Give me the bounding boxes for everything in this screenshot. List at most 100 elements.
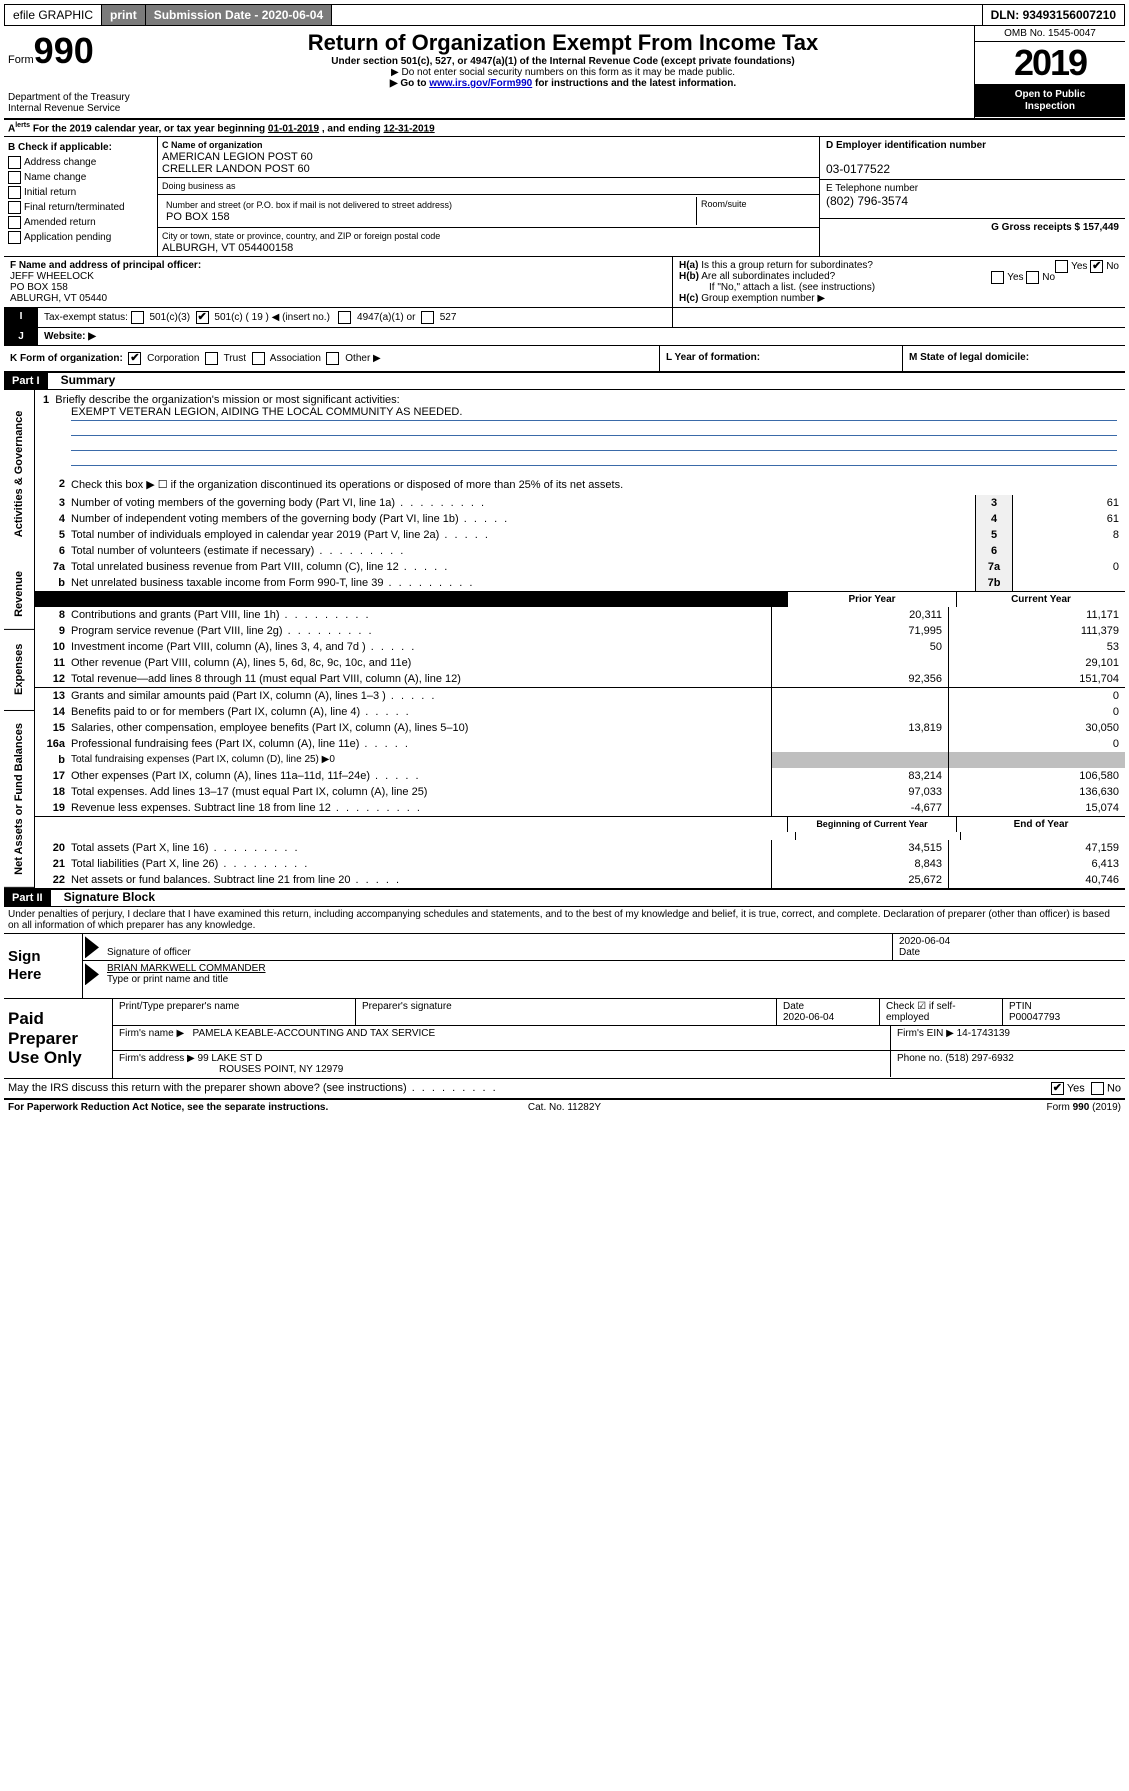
l9-prior: 71,995	[771, 623, 948, 639]
chk-initial-return[interactable]	[8, 186, 21, 199]
form-subtitle-2: ▶ Do not enter social security numbers o…	[160, 67, 966, 78]
col-b-checkboxes: B Check if applicable: Address change Na…	[4, 137, 158, 256]
hb-yes[interactable]	[991, 271, 1004, 284]
org-city: ALBURGH, VT 054400158	[162, 242, 293, 254]
firm-addr2: ROUSES POINT, NY 12979	[119, 1064, 343, 1075]
vlabel-revenue: Revenue	[4, 559, 34, 630]
section-governance: 1 Briefly describe the organization's mi…	[35, 390, 1125, 592]
chk-application-pending[interactable]	[8, 231, 21, 244]
print-button[interactable]: print	[102, 5, 146, 25]
l11-prior	[771, 655, 948, 671]
chk-final-return[interactable]	[8, 201, 21, 214]
chk-association[interactable]	[252, 352, 265, 365]
l16a-current: 0	[948, 736, 1125, 752]
arrow-icon	[85, 963, 99, 985]
form-subtitle-1: Under section 501(c), 527, or 4947(a)(1)…	[160, 56, 966, 67]
telephone: (802) 796-3574	[826, 194, 908, 208]
l17-prior: 83,214	[771, 768, 948, 784]
l10-current: 53	[948, 639, 1125, 655]
firm-ein: 14-1743139	[957, 1028, 1010, 1039]
officer-addr1: PO BOX 158	[10, 282, 68, 293]
l13-current: 0	[948, 688, 1125, 704]
top-bar: efile GRAPHIC print Submission Date - 20…	[4, 4, 1125, 26]
l18-current: 136,630	[948, 784, 1125, 800]
vertical-labels: Activities & Governance Revenue Expenses…	[4, 390, 35, 888]
row-a-tax-year: Alerts For the 2019 calendar year, or ta…	[4, 120, 1125, 137]
k-row: K Form of organization: Corporation Trus…	[4, 346, 1125, 373]
summary-body: 1 Briefly describe the organization's mi…	[35, 390, 1125, 888]
arrow-icon	[85, 936, 99, 958]
org-name-2: CRELLER LANDON POST 60	[162, 163, 310, 175]
l8-current: 11,171	[948, 607, 1125, 623]
l19-prior: -4,677	[771, 800, 948, 816]
sign-here-block: SignHere Signature of officer 2020-06-04…	[4, 933, 1125, 999]
submission-date: Submission Date - 2020-06-04	[146, 5, 332, 25]
perjury-statement: Under penalties of perjury, I declare th…	[4, 907, 1125, 933]
chk-corporation[interactable]	[128, 352, 141, 365]
part-2-header: Part II Signature Block	[4, 890, 1125, 907]
l20-current: 47,159	[948, 840, 1125, 856]
chk-address-change[interactable]	[8, 156, 21, 169]
firm-phone: (518) 297-6932	[945, 1053, 1013, 1064]
firm-addr1: 99 LAKE ST D	[198, 1053, 263, 1064]
col-c-org: C Name of organization AMERICAN LEGION P…	[158, 137, 819, 256]
chk-trust[interactable]	[205, 352, 218, 365]
line-7b-value	[1012, 575, 1125, 591]
hb-no[interactable]	[1026, 271, 1039, 284]
preparer-date: 2020-06-04	[783, 1012, 834, 1023]
l10-prior: 50	[771, 639, 948, 655]
chk-501c[interactable]	[196, 311, 209, 324]
l15-prior: 13,819	[771, 720, 948, 736]
header-left: Form990 Department of the Treasury Inter…	[4, 26, 152, 118]
header-right: OMB No. 1545-0047 2019 Open to Public In…	[974, 26, 1125, 118]
l21-current: 6,413	[948, 856, 1125, 872]
ha-no[interactable]	[1090, 260, 1103, 273]
l15-current: 30,050	[948, 720, 1125, 736]
form-number: Form990	[8, 30, 148, 72]
l22-current: 40,746	[948, 872, 1125, 888]
chk-name-change[interactable]	[8, 171, 21, 184]
line-5-value: 8	[1012, 527, 1125, 543]
open-inspection: Open to Public Inspection	[975, 85, 1125, 117]
officer-addr2: ABLURGH, VT 05440	[10, 293, 107, 304]
omb-number: OMB No. 1545-0047	[975, 26, 1125, 42]
ha-yes[interactable]	[1055, 260, 1068, 273]
chk-501c3[interactable]	[131, 311, 144, 324]
501c-number: 19	[252, 312, 263, 323]
sign-date: 2020-06-04	[899, 936, 950, 947]
ptin: P00047793	[1009, 1012, 1060, 1023]
l12-prior: 92,356	[771, 671, 948, 687]
section-net-assets: Beginning of Current YearEnd of Year 20T…	[35, 817, 1125, 888]
l19-current: 15,074	[948, 800, 1125, 816]
line-4-value: 61	[1012, 511, 1125, 527]
org-name-1: AMERICAN LEGION POST 60	[162, 151, 313, 163]
vlabel-expenses: Expenses	[4, 629, 34, 711]
l22-prior: 25,672	[771, 872, 948, 888]
chk-amended-return[interactable]	[8, 216, 21, 229]
section-revenue: Prior YearCurrent Year 8Contributions an…	[35, 592, 1125, 688]
block-f-h: F Name and address of principal officer:…	[4, 257, 1125, 308]
vlabel-governance: Activities & Governance	[4, 390, 34, 558]
l12-current: 151,704	[948, 671, 1125, 687]
instructions-link[interactable]: www.irs.gov/Form990	[429, 78, 532, 89]
l21-prior: 8,843	[771, 856, 948, 872]
l9-current: 111,379	[948, 623, 1125, 639]
chk-527[interactable]	[421, 311, 434, 324]
l18-prior: 97,033	[771, 784, 948, 800]
part-1-header: Part I Summary	[4, 373, 1125, 390]
gross-receipts: 157,449	[1083, 222, 1119, 233]
l14-current: 0	[948, 704, 1125, 720]
website-row: J Website: ▶	[4, 328, 1125, 346]
discuss-no[interactable]	[1091, 1082, 1104, 1095]
firm-name: PAMELA KEABLE-ACCOUNTING AND TAX SERVICE	[193, 1028, 436, 1039]
discuss-row: May the IRS discuss this return with the…	[4, 1079, 1125, 1100]
discuss-yes[interactable]	[1051, 1082, 1064, 1095]
chk-other[interactable]	[326, 352, 339, 365]
chk-4947[interactable]	[338, 311, 351, 324]
dln: DLN: 93493156007210	[982, 5, 1124, 25]
line-6-value	[1012, 543, 1125, 559]
dept-irs: Internal Revenue Service	[8, 103, 148, 114]
footer: For Paperwork Reduction Act Notice, see …	[4, 1100, 1125, 1115]
tax-year: 2019	[975, 42, 1125, 85]
officer-name: JEFF WHEELOCK	[10, 271, 94, 282]
